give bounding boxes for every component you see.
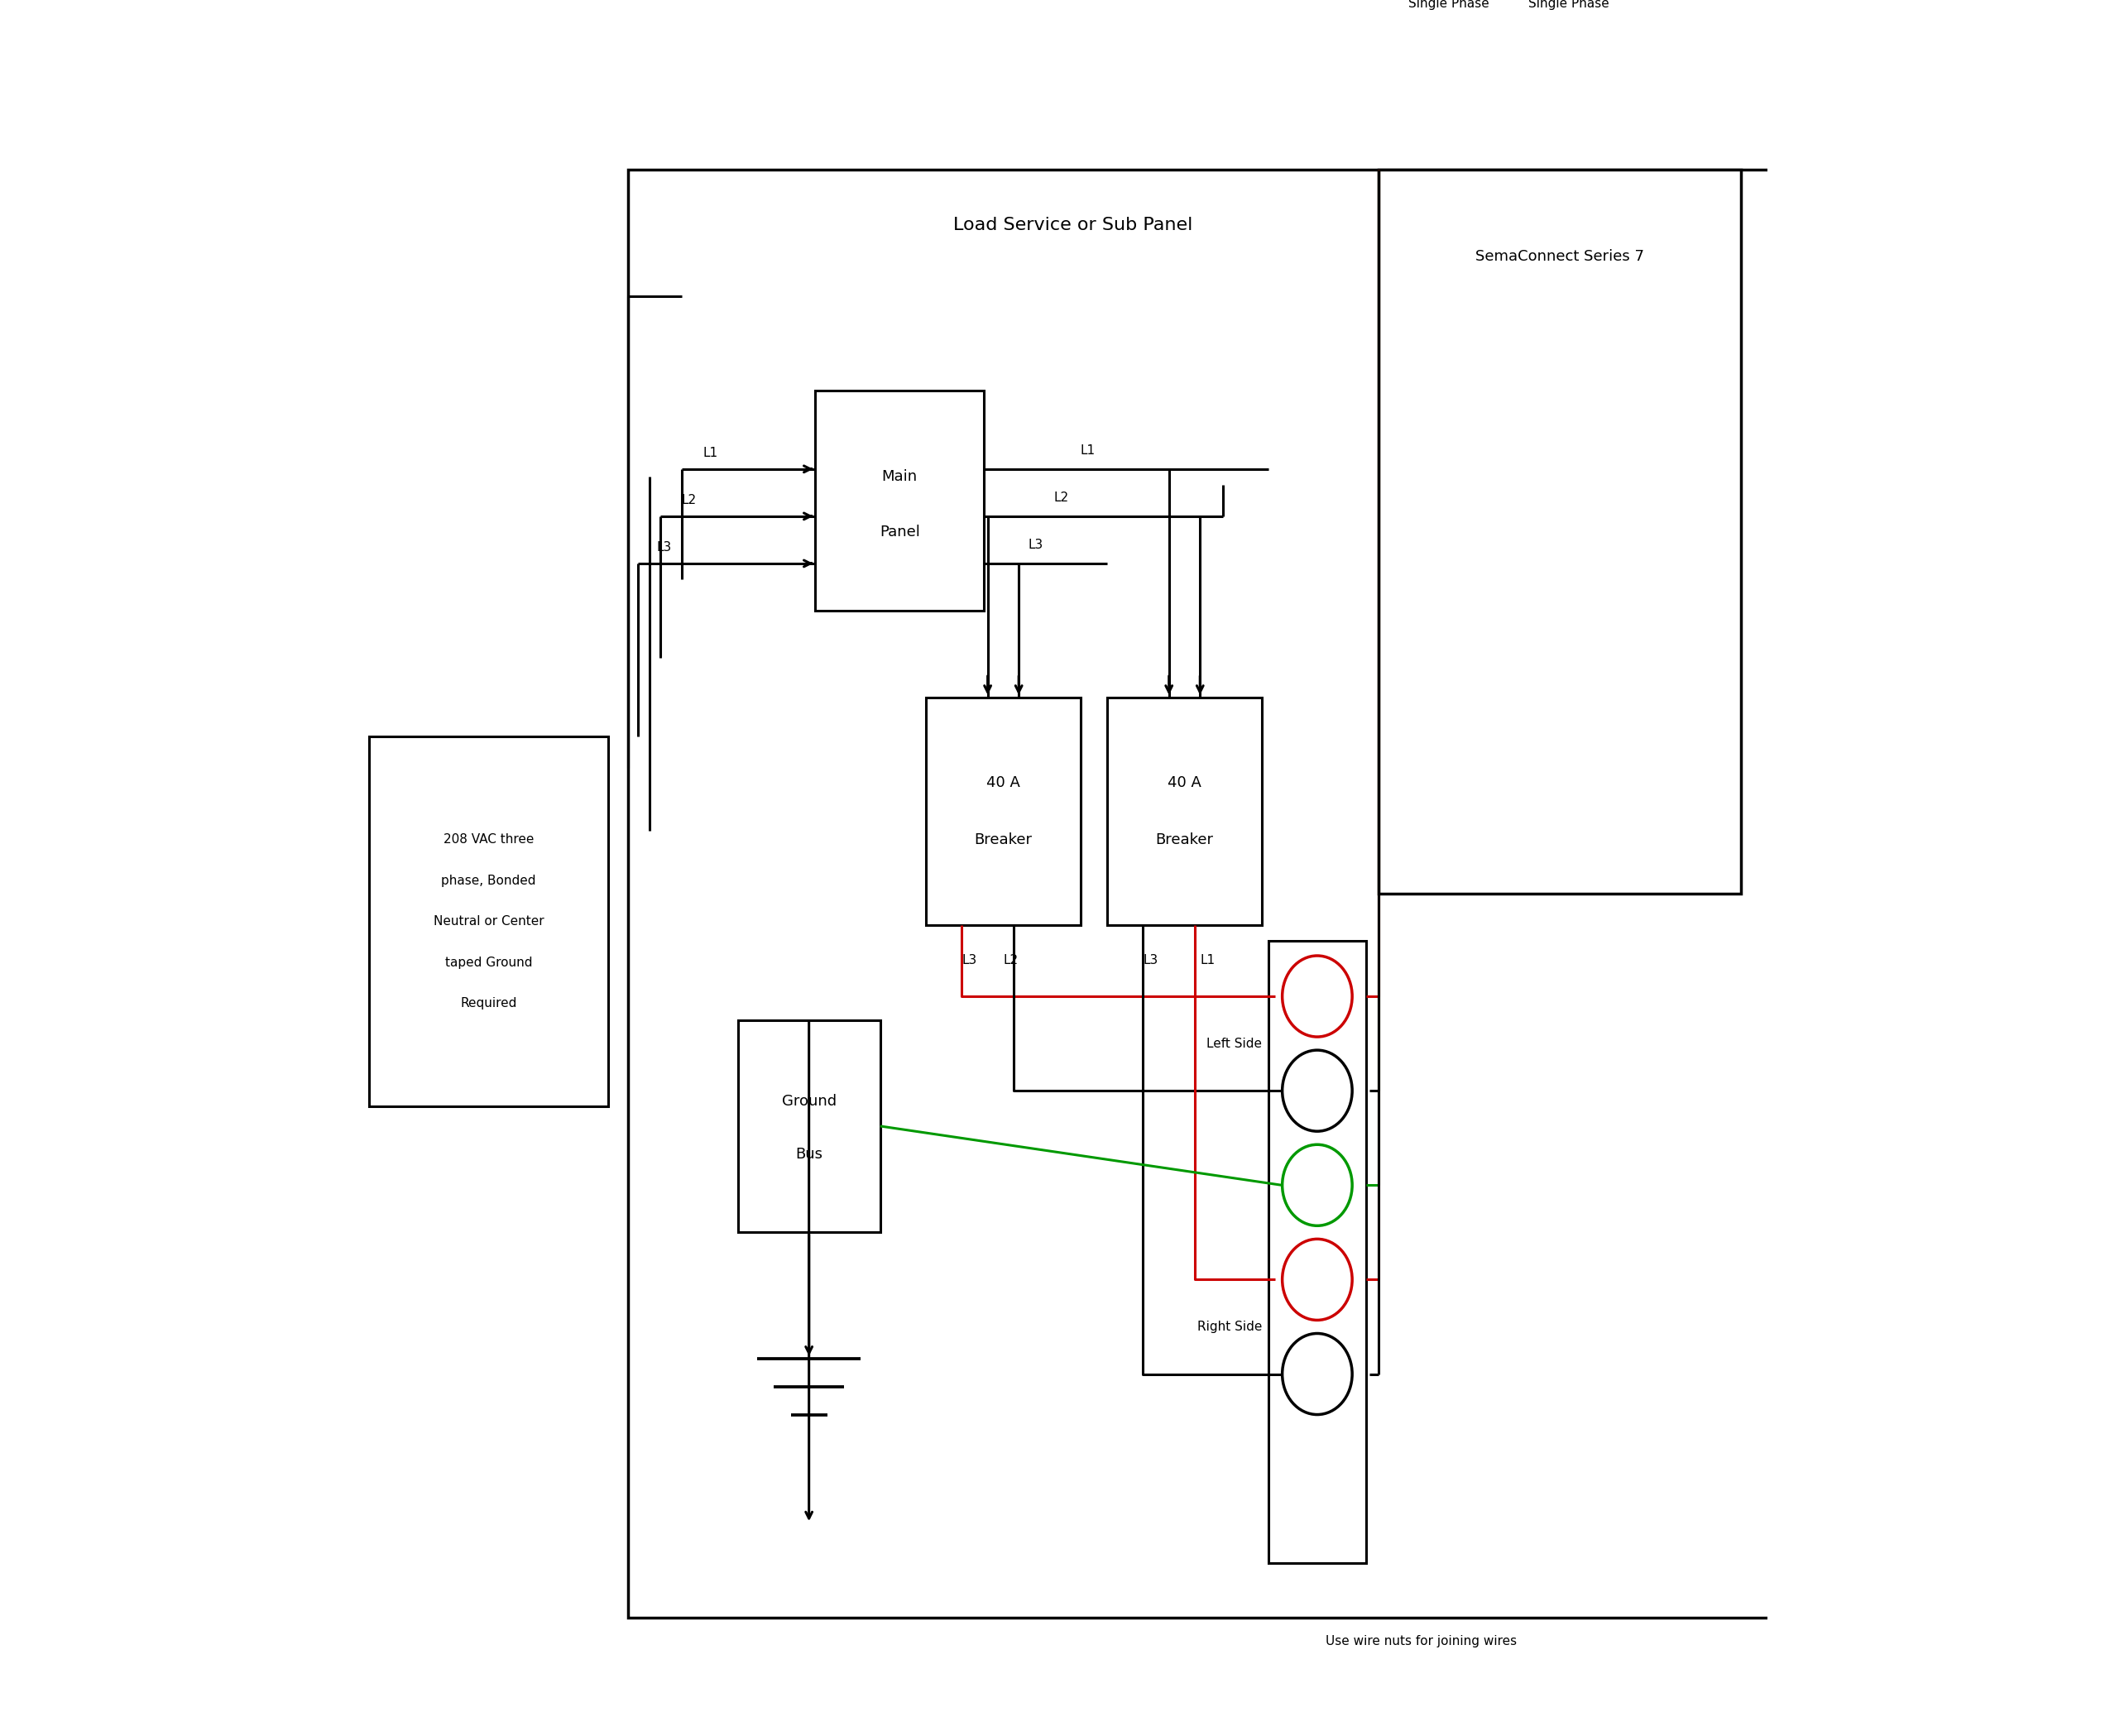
Text: Breaker: Breaker [975,832,1032,847]
Bar [627,170,1800,1618]
Text: Neutral or Center: Neutral or Center [433,915,544,927]
Text: 40 A: 40 A [985,776,1019,790]
Text: Panel: Panel [880,524,920,540]
Text: Right Side: Right Side [1196,1321,1262,1333]
Text: SemaConnect Series 7: SemaConnect Series 7 [1475,248,1644,264]
Text: Left Side: Left Side [1207,1038,1262,1050]
Text: L1: L1 [1201,953,1215,967]
Bar [369,736,608,1106]
Text: 40 A: 40 A [1167,776,1201,790]
Text: Main: Main [882,469,918,484]
Text: L3: L3 [1144,953,1158,967]
Bar [1378,170,1741,894]
Text: L3: L3 [656,542,671,554]
Text: L1: L1 [1080,444,1095,457]
Bar [926,698,1080,925]
Text: L2: L2 [682,495,696,507]
Text: taped Ground: taped Ground [445,957,532,969]
Bar [814,391,983,611]
Text: Load Service or Sub Panel: Load Service or Sub Panel [954,217,1192,233]
Text: Required: Required [460,996,517,1010]
Text: Breaker: Breaker [1156,832,1213,847]
Text: L1: L1 [703,448,717,460]
Text: phase, Bonded: phase, Bonded [441,875,536,887]
Text: Ground: Ground [781,1094,836,1108]
Text: 208 VAC
Single Phase: 208 VAC Single Phase [1528,0,1610,10]
Text: L3: L3 [1028,538,1042,550]
Text: Use wire nuts for joining wires: Use wire nuts for joining wires [1325,1635,1517,1647]
Text: L2: L2 [1055,491,1070,503]
Text: 208 VAC
Single Phase: 208 VAC Single Phase [1407,0,1490,10]
Text: L3: L3 [962,953,977,967]
Text: L2: L2 [1004,953,1019,967]
Text: Bus: Bus [795,1147,823,1161]
Text: 208 VAC three: 208 VAC three [443,833,534,845]
Bar [738,1019,880,1233]
Bar [1108,698,1262,925]
Bar [1268,941,1365,1562]
